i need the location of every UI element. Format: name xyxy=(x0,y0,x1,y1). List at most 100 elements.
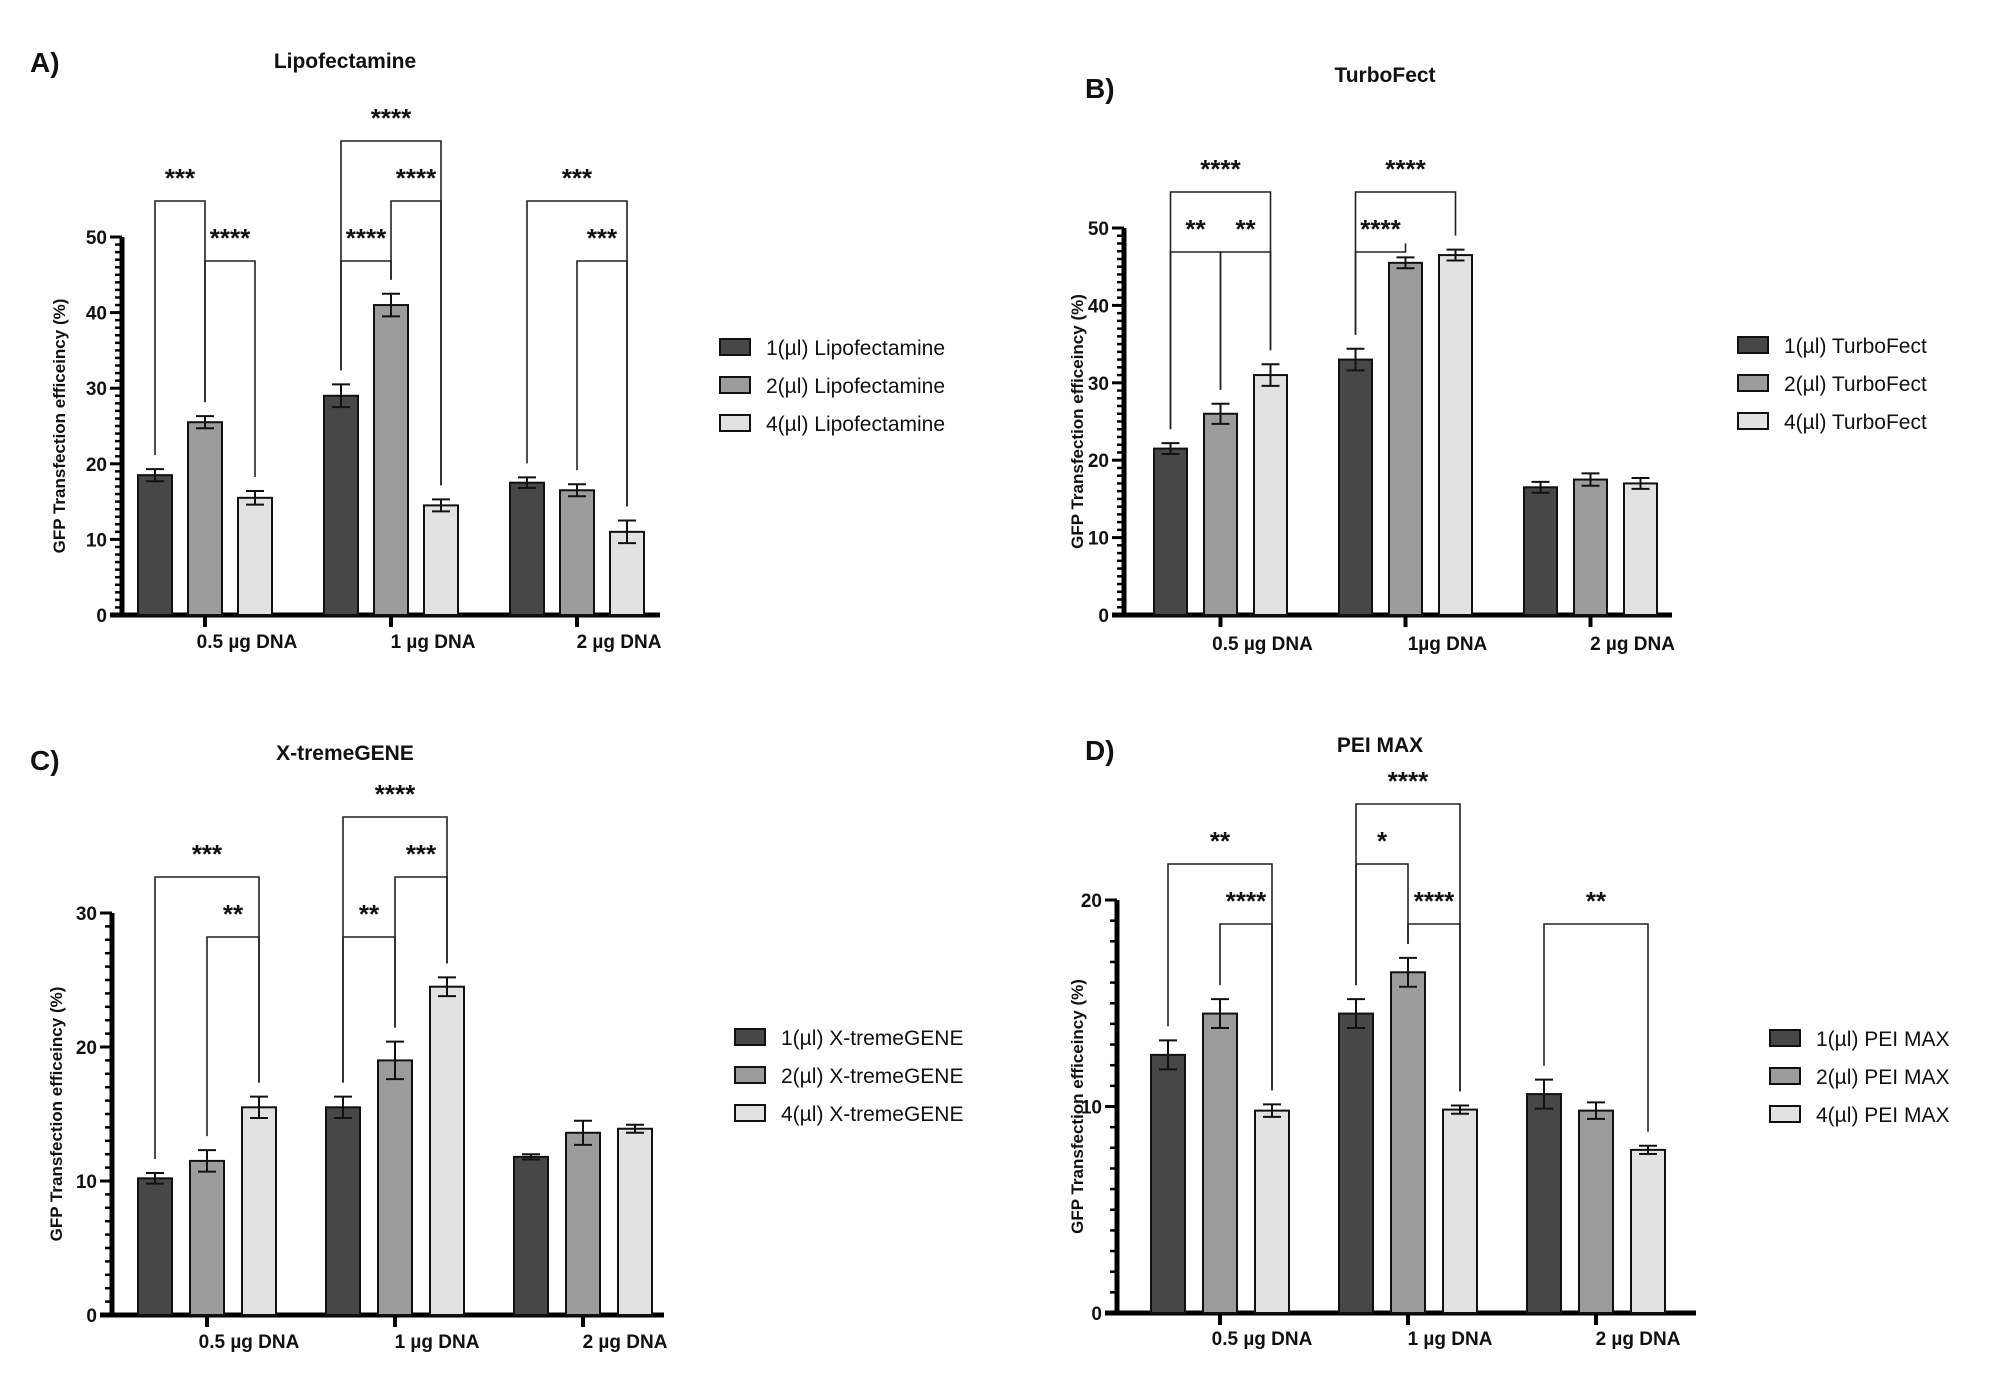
significance-label: *** xyxy=(165,163,196,193)
panel-letter: A) xyxy=(30,47,60,78)
x-tick-label: 0.5 µg DNA xyxy=(197,632,298,653)
significance-label: *** xyxy=(587,223,618,253)
bar xyxy=(189,1159,225,1317)
y-tick-label: 0 xyxy=(96,606,107,627)
bar xyxy=(1526,1093,1562,1314)
bar xyxy=(423,504,459,617)
bar xyxy=(323,394,359,617)
significance-bracket xyxy=(204,260,256,478)
bar xyxy=(1253,374,1288,616)
significance-label: ** xyxy=(1586,886,1607,916)
x-tick-label: 0.5 µg DNA xyxy=(1212,634,1313,655)
significance-bracket xyxy=(576,260,628,507)
bar xyxy=(1578,1109,1614,1314)
bar xyxy=(1523,486,1558,617)
legend-swatch xyxy=(719,376,751,394)
y-tick-label: 40 xyxy=(1088,296,1109,317)
significance-bracket xyxy=(1169,251,1222,430)
significance-label: *** xyxy=(192,839,223,869)
significance-label: **** xyxy=(210,223,251,253)
significance-label: **** xyxy=(1226,886,1267,916)
significance-label: ** xyxy=(1235,214,1256,244)
legend-label: 2(µl) X-tremeGENE xyxy=(781,1065,963,1088)
legend-swatch xyxy=(1737,374,1769,392)
significance-bracket xyxy=(1219,923,1273,1091)
legend-swatch xyxy=(1737,336,1769,354)
chart-title: PEI MAX xyxy=(1337,734,1423,757)
bar xyxy=(1153,447,1188,616)
significance-bracket xyxy=(206,936,260,1137)
chart-panel-a: A) Lipofectamine GFP Transfection efficein… xyxy=(30,47,945,653)
significance-bracket xyxy=(390,200,442,486)
significance-label: **** xyxy=(1360,214,1401,244)
x-tick-label: 2 µg DNA xyxy=(1596,1329,1681,1350)
legend-label: 4(µl) X-tremeGENE xyxy=(781,1103,963,1126)
significance-label: ** xyxy=(223,899,244,929)
x-tick-label: 1 µg DNA xyxy=(395,1332,480,1353)
bar xyxy=(1338,358,1373,616)
bar xyxy=(1630,1148,1666,1314)
bar xyxy=(1254,1109,1290,1314)
bar xyxy=(1150,1053,1186,1314)
legend-label: 2(µl) Lipofectamine xyxy=(766,375,945,398)
x-tick-label: 1 µg DNA xyxy=(1408,1329,1493,1350)
x-tick-label: 1 µg DNA xyxy=(391,632,476,653)
significance-label: * xyxy=(1377,826,1388,856)
legend-label: 1(µl) Lipofectamine xyxy=(766,337,945,360)
legend-swatch xyxy=(719,338,751,356)
y-tick-label: 10 xyxy=(1088,529,1109,550)
significance-label: **** xyxy=(1200,154,1241,184)
chart-panel-d: D) PEI MAX GFP Transfection efficeincy (%)… xyxy=(1068,734,1949,1350)
significance-label: **** xyxy=(1388,766,1429,796)
y-tick-label: 50 xyxy=(1088,219,1109,240)
significance-label: ** xyxy=(1210,826,1231,856)
legend-swatch xyxy=(1769,1105,1801,1123)
legend-label: 4(µl) Lipofectamine xyxy=(766,413,945,436)
legend-label: 4(µl) PEI MAX xyxy=(1816,1104,1949,1127)
panel-letter: D) xyxy=(1085,735,1115,766)
bar xyxy=(373,304,409,616)
bar xyxy=(1388,261,1423,616)
bar xyxy=(559,489,595,617)
chart-title: Lipofectamine xyxy=(274,50,416,73)
y-tick-label: 50 xyxy=(86,228,107,249)
significance-label: *** xyxy=(406,839,437,869)
x-tick-label: 1µg DNA xyxy=(1408,634,1488,655)
y-tick-label: 30 xyxy=(86,379,107,400)
y-tick-label: 20 xyxy=(86,455,107,476)
y-tick-label: 0 xyxy=(1098,606,1109,627)
bar xyxy=(241,1106,277,1317)
significance-label: **** xyxy=(396,163,437,193)
bar xyxy=(1338,1012,1374,1314)
y-tick-label: 0 xyxy=(86,1306,97,1327)
bar xyxy=(429,985,465,1316)
bar xyxy=(137,1177,173,1316)
y-tick-label: 10 xyxy=(86,530,107,551)
panel-letter: B) xyxy=(1085,73,1115,104)
y-tick-label: 30 xyxy=(1088,374,1109,395)
x-tick-label: 2 µg DNA xyxy=(583,1332,668,1353)
significance-label: **** xyxy=(1414,886,1455,916)
y-tick-label: 40 xyxy=(86,304,107,325)
bar xyxy=(1202,1012,1238,1314)
bar xyxy=(509,481,545,617)
bar xyxy=(377,1059,413,1317)
significance-bracket xyxy=(1354,243,1407,335)
significance-label: ** xyxy=(359,899,380,929)
legend-swatch xyxy=(734,1104,766,1122)
legend-swatch xyxy=(1769,1029,1801,1047)
y-tick-label: 10 xyxy=(76,1172,97,1193)
x-tick-label: 0.5 µg DNA xyxy=(1212,1329,1313,1350)
panel-letter: C) xyxy=(30,745,60,776)
bar xyxy=(137,474,173,617)
legend-label: 2(µl) PEI MAX xyxy=(1816,1066,1949,1089)
significance-label: **** xyxy=(375,779,416,809)
bar xyxy=(565,1131,601,1317)
legend-swatch xyxy=(734,1066,766,1084)
y-tick-label: 0 xyxy=(1091,1304,1102,1325)
significance-label: ** xyxy=(1185,214,1206,244)
chart-panel-b: B) TurboFect GFP Transfection efficeincy (… xyxy=(1068,64,1927,655)
x-tick-label: 2 µg DNA xyxy=(1590,634,1675,655)
significance-bracket xyxy=(1543,923,1649,1132)
